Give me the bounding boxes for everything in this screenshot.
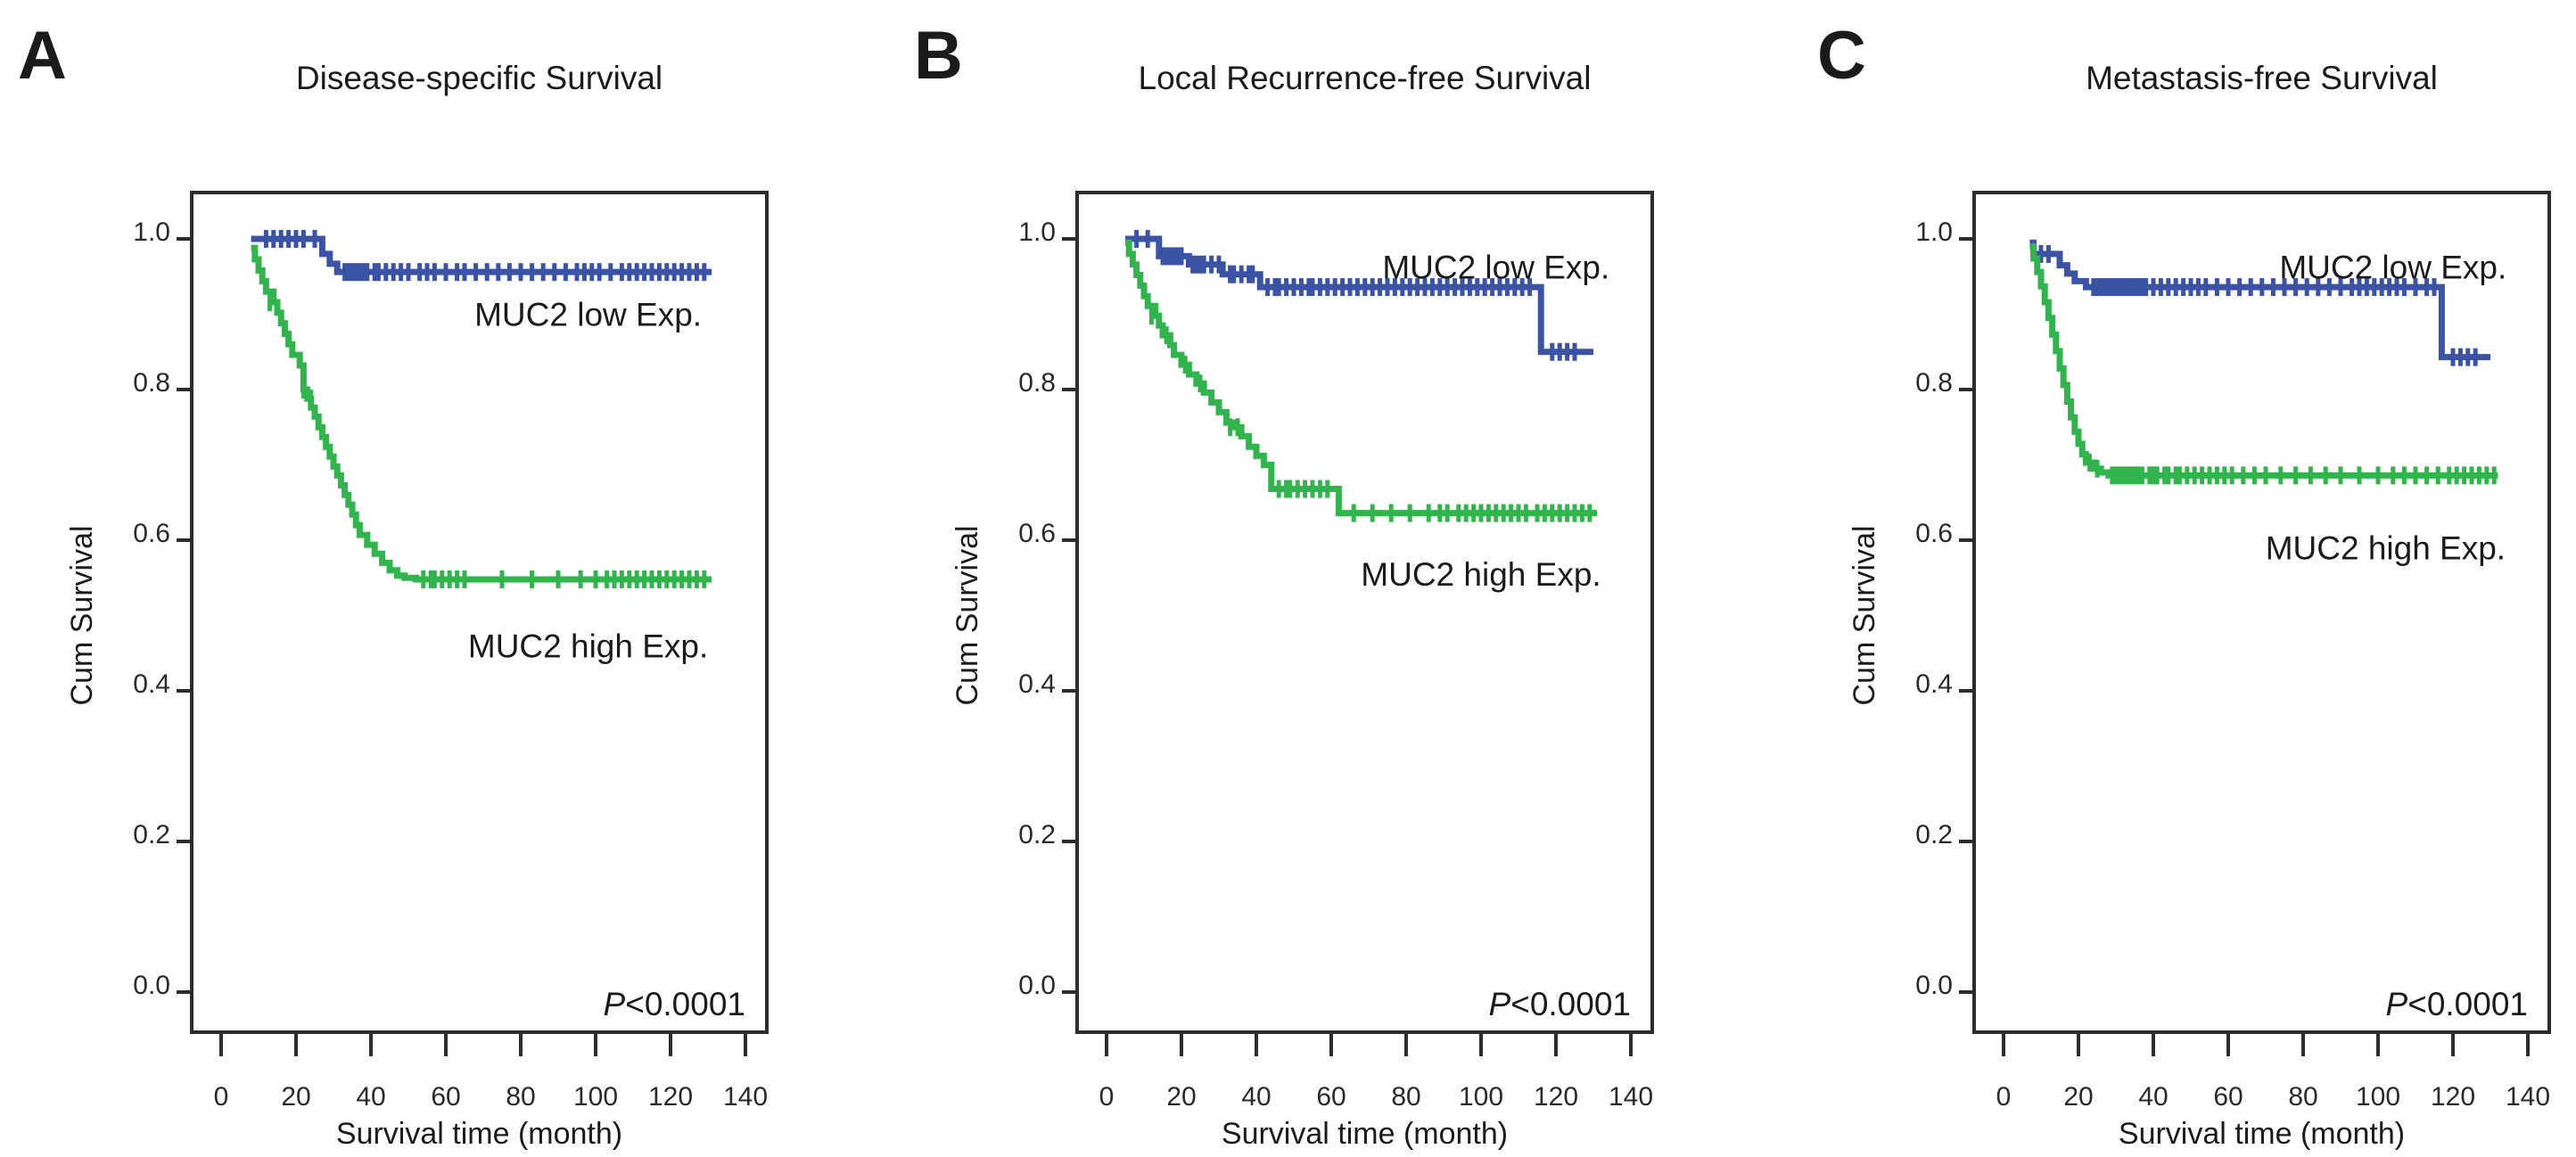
- y-tick-label: 0.6: [1915, 519, 1953, 548]
- x-tick-label: 20: [1166, 1082, 1196, 1112]
- p-value-label: P<0.0001: [2386, 986, 2528, 1022]
- panel-B: B Local Recurrence-free Survival 1.0 0.8 0.6…: [859, 0, 1717, 1157]
- x-tick-label: 40: [2138, 1082, 2168, 1112]
- legend-label-high: MUC2 high Exp.: [1361, 556, 1601, 593]
- x-tick-label: 100: [2356, 1082, 2400, 1112]
- legend-label-low: MUC2 low Exp.: [1382, 249, 1609, 285]
- y-tick-label: 0.0: [1915, 971, 1953, 1000]
- y-tick-label: 1.0: [1018, 217, 1056, 247]
- panel-A: A Disease-specific Survival 1.0 0.8 0.6 0.4 0.…: [0, 0, 859, 1157]
- y-tick-label: 0.4: [133, 669, 170, 699]
- y-tick-label: 0.6: [1018, 519, 1056, 548]
- survival-curve-high: [251, 244, 712, 583]
- y-tick-label: 0.4: [1018, 669, 1056, 699]
- x-tick-label: 0: [214, 1082, 229, 1112]
- plot-title: Metastasis-free Survival: [2086, 60, 2438, 96]
- x-tick-label: 40: [1241, 1082, 1271, 1112]
- x-tick-label: 120: [1534, 1082, 1578, 1112]
- x-tick-label: 20: [281, 1082, 310, 1112]
- y-tick-label: 0.2: [133, 820, 170, 849]
- x-tick-label: 60: [2213, 1082, 2243, 1112]
- p-value-symbol: P: [604, 986, 626, 1022]
- y-tick-label: 1.0: [1915, 217, 1953, 247]
- p-value-label: P<0.0001: [1489, 986, 1631, 1022]
- panel-letter: C: [1817, 18, 1866, 94]
- y-tick-label: 0.8: [1915, 368, 1953, 398]
- survival-curve-low: [251, 235, 712, 275]
- legend-label-low: MUC2 low Exp.: [2279, 249, 2506, 285]
- p-value-number: <0.0001: [2407, 986, 2528, 1022]
- y-axis-title: Cum Survival: [951, 525, 984, 705]
- plot-border: [1075, 191, 1654, 1034]
- y-tick-label: 0.4: [1915, 669, 1953, 699]
- survival-curve-high: [1125, 239, 1598, 517]
- x-tick-label: 120: [2431, 1082, 2475, 1112]
- x-tick-label: 100: [573, 1082, 618, 1112]
- survival-curve-high: [2029, 242, 2498, 479]
- x-tick-label: 100: [1459, 1082, 1503, 1112]
- x-axis-title: Survival time (month): [336, 1117, 622, 1151]
- y-axis-title: Cum Survival: [65, 525, 99, 705]
- x-tick-label: 140: [2506, 1082, 2550, 1112]
- y-tick-label: 0.2: [1915, 820, 1953, 849]
- legend-label-high: MUC2 high Exp.: [468, 628, 708, 664]
- y-tick-label: 0.8: [133, 368, 170, 398]
- panel-C: C Metastasis-free Survival 1.0 0.8 0.6 0.4 0.2…: [1717, 0, 2576, 1157]
- x-tick-label: 140: [723, 1082, 768, 1112]
- survival-plot-A: A Disease-specific Survival 1.0 0.8 0.6 0.4 0.…: [18, 18, 769, 1151]
- plot-title: Local Recurrence-free Survival: [1139, 60, 1592, 96]
- x-tick-label: 140: [1609, 1082, 1653, 1112]
- x-tick-label: 120: [648, 1082, 693, 1112]
- x-tick-label: 20: [2063, 1082, 2093, 1112]
- p-value-label: P<0.0001: [604, 986, 745, 1022]
- survival-curve-low: [1125, 235, 1593, 356]
- x-axis-title: Survival time (month): [2119, 1117, 2405, 1151]
- p-value-symbol: P: [2386, 986, 2408, 1022]
- survival-plot-B: B Local Recurrence-free Survival 1.0 0.8 0.6…: [914, 18, 1654, 1151]
- y-tick-label: 0.6: [133, 519, 170, 548]
- p-value-number: <0.0001: [1510, 986, 1631, 1022]
- plot-title: Disease-specific Survival: [296, 60, 663, 96]
- y-tick-label: 0.2: [1018, 820, 1056, 849]
- survival-plot-C: C Metastasis-free Survival 1.0 0.8 0.6 0.4 0.2…: [1817, 18, 2551, 1151]
- x-axis-title: Survival time (month): [1222, 1117, 1508, 1151]
- x-tick-label: 80: [506, 1082, 535, 1112]
- plot-border: [190, 191, 769, 1034]
- x-tick-label: 0: [1099, 1082, 1115, 1112]
- legend-label-high: MUC2 high Exp.: [2266, 529, 2506, 566]
- x-tick-label: 60: [1316, 1082, 1346, 1112]
- y-tick-label: 0.8: [1018, 368, 1056, 398]
- y-tick-label: 0.0: [1018, 971, 1056, 1000]
- x-tick-label: 40: [356, 1082, 385, 1112]
- x-tick-label: 80: [1391, 1082, 1420, 1112]
- legend-label-low: MUC2 low Exp.: [474, 297, 702, 333]
- plot-border: [1972, 191, 2551, 1034]
- x-tick-label: 80: [2288, 1082, 2317, 1112]
- y-axis-title: Cum Survival: [1848, 525, 1881, 705]
- p-value-number: <0.0001: [625, 986, 745, 1022]
- p-value-symbol: P: [1489, 986, 1511, 1022]
- x-tick-label: 60: [431, 1082, 460, 1112]
- panel-letter: B: [914, 18, 963, 94]
- y-tick-label: 1.0: [133, 217, 170, 247]
- panel-letter: A: [18, 18, 67, 94]
- y-tick-label: 0.0: [133, 971, 170, 1000]
- x-tick-label: 0: [1996, 1082, 2012, 1112]
